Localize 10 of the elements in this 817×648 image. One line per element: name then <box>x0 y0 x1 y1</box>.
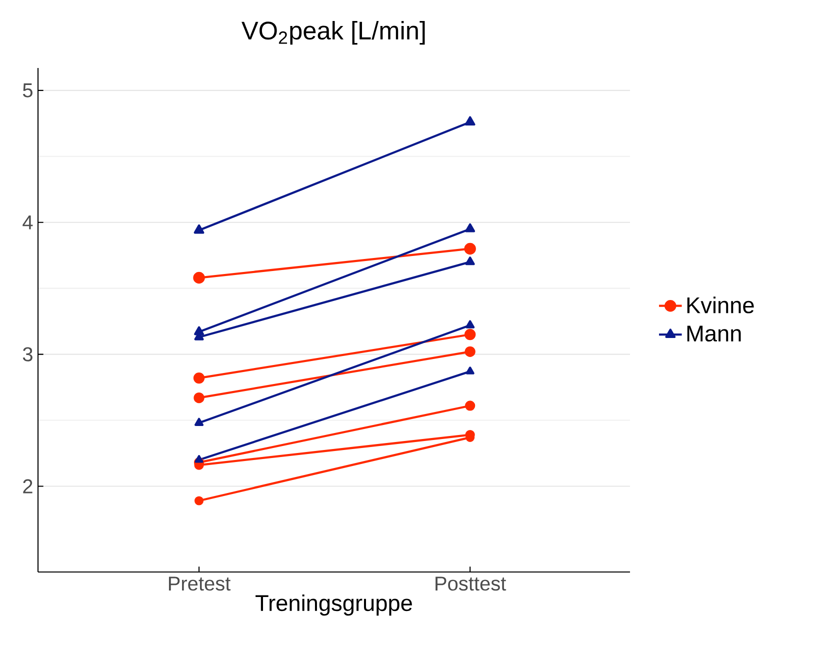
legend-label: Kvinne <box>687 296 754 314</box>
x-tick-label: Pretest <box>168 576 231 591</box>
legend-label: Mann <box>687 326 741 342</box>
y-tick-label: 2 <box>23 479 32 494</box>
chart-title: VO$_{2}$peak [L/min] <box>242 20 425 45</box>
x-tick-label: Posttest <box>436 576 506 591</box>
x-axis-title: Treningsgruppe <box>256 594 412 616</box>
y-tick-label: 3 <box>22 347 32 362</box>
y-tick-label: 4 <box>22 215 33 230</box>
y-tick-label: 5 <box>22 83 32 98</box>
